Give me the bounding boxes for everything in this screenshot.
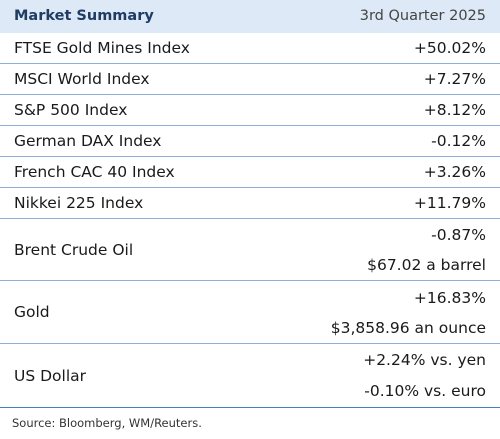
period-label: 3rd Quarter 2025: [359, 8, 486, 24]
table-row: FTSE Gold Mines Index +50.02%: [0, 33, 500, 64]
row-label: Gold: [14, 303, 50, 321]
table-header: Market Summary 3rd Quarter 2025: [0, 0, 500, 33]
row-label: French CAC 40 Index: [14, 163, 175, 181]
table-row: French CAC 40 Index +3.26%: [0, 157, 500, 188]
row-label: Nikkei 225 Index: [14, 194, 144, 212]
row-label: MSCI World Index: [14, 70, 150, 88]
row-value: +8.12%: [423, 101, 486, 119]
row-label: Brent Crude Oil: [14, 241, 134, 259]
row-value-secondary: $3,858.96 an ounce: [330, 319, 486, 337]
row-label: US Dollar: [14, 367, 87, 385]
row-value: +11.79%: [413, 194, 486, 212]
table-row: Gold +16.83% $3,858.96 an ounce: [0, 281, 500, 344]
table-row: S&P 500 Index +8.12%: [0, 95, 500, 126]
row-value: +16.83%: [413, 289, 486, 307]
table-row: US Dollar +2.24% vs. yen -0.10% vs. euro: [0, 344, 500, 408]
row-value: +2.24% vs. yen: [363, 351, 486, 369]
row-label: FTSE Gold Mines Index: [14, 39, 190, 57]
row-value: +3.26%: [423, 163, 486, 181]
row-value: -0.12%: [431, 132, 486, 150]
row-value: +7.27%: [423, 70, 486, 88]
table-title: Market Summary: [14, 8, 154, 24]
row-label: S&P 500 Index: [14, 101, 128, 119]
row-value: +50.02%: [413, 39, 486, 57]
table-row: German DAX Index -0.12%: [0, 126, 500, 157]
row-label: German DAX Index: [14, 132, 162, 150]
table-row: Nikkei 225 Index +11.79%: [0, 188, 500, 219]
row-value-secondary: $67.02 a barrel: [367, 256, 486, 274]
table-row: MSCI World Index +7.27%: [0, 64, 500, 95]
row-value: -0.87%: [431, 226, 486, 244]
source-note: Source: Bloomberg, WM/Reuters.: [12, 416, 202, 430]
row-value-secondary: -0.10% vs. euro: [364, 382, 486, 400]
table-row: Brent Crude Oil -0.87% $67.02 a barrel: [0, 219, 500, 281]
